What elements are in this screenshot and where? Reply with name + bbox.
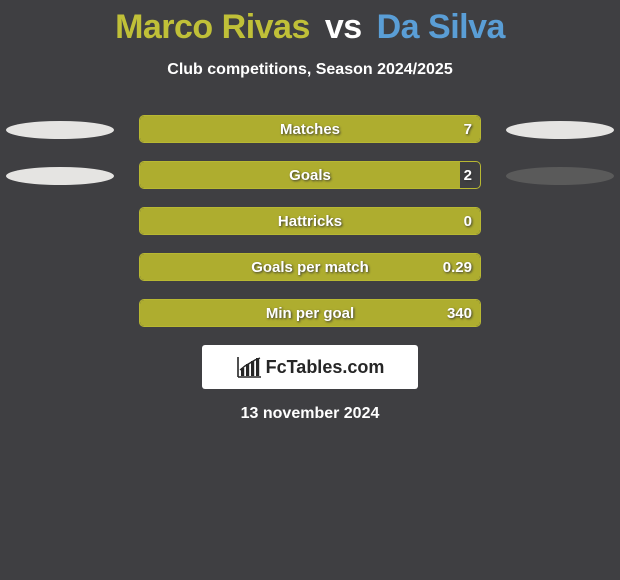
left-ellipse — [6, 167, 114, 185]
stat-row: Goals2 — [0, 161, 620, 189]
title-vs: vs — [325, 8, 362, 46]
bar-fill — [140, 116, 480, 142]
bar-track: Hattricks0 — [139, 207, 481, 235]
stat-row: Hattricks0 — [0, 207, 620, 235]
left-ellipse — [6, 121, 114, 139]
bar-fill — [140, 208, 480, 234]
bar-fill — [140, 254, 480, 280]
bar-track: Matches7 — [139, 115, 481, 143]
bar-value: 2 — [464, 162, 472, 189]
page-title: Marco Rivas vs Da Silva — [0, 0, 620, 47]
stat-row: Min per goal340 — [0, 299, 620, 327]
bar-track: Goals2 — [139, 161, 481, 189]
subtitle: Club competitions, Season 2024/2025 — [0, 61, 620, 79]
date-label: 13 november 2024 — [0, 405, 620, 423]
branding-box: FcTables.com — [202, 345, 418, 389]
title-player2: Da Silva — [377, 8, 505, 46]
stat-rows: Matches7 Goals2 Hattricks0 Goals per match0… — [0, 115, 620, 327]
bar-fill — [140, 300, 480, 326]
stat-row: Goals per match0.29 — [0, 253, 620, 281]
branding-text: FcTables.com — [266, 357, 385, 378]
bar-track: Min per goal340 — [139, 299, 481, 327]
bar-fill — [140, 162, 460, 188]
right-ellipse — [506, 121, 614, 139]
stat-row: Matches7 — [0, 115, 620, 143]
title-player1: Marco Rivas — [115, 8, 310, 46]
bar-chart-icon — [236, 356, 262, 378]
bar-track: Goals per match0.29 — [139, 253, 481, 281]
right-ellipse — [506, 167, 614, 185]
